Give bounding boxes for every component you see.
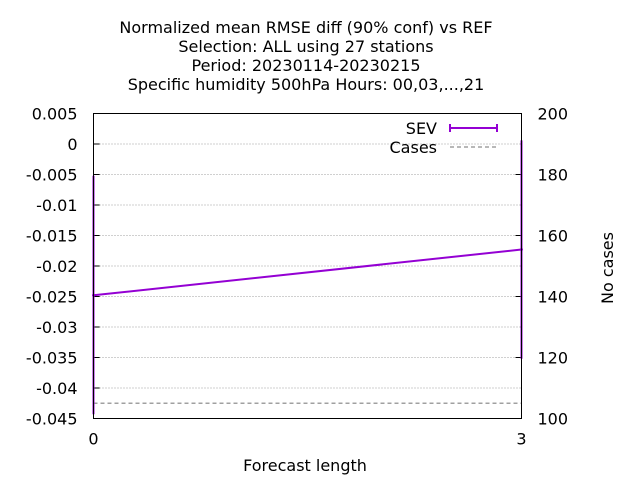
y-axis-ticks: 0.005 0 -0.005 -0.01 -0.015 -0.02 -0.025 -0.03 -…: [26, 105, 100, 429]
y-tick-label: -0.035: [26, 349, 78, 368]
title-line-4: Specific humidity 500hPa Hours: 00,03,..…: [128, 75, 485, 94]
plot-frame: [93, 113, 522, 419]
y-tick-label: 0.005: [32, 105, 78, 124]
sev-line: [93, 248, 522, 297]
y2-tick-label: 160: [538, 227, 569, 246]
y-tick-label: -0.005: [26, 166, 78, 185]
grid: [93, 143, 522, 389]
title-line-1: Normalized mean RMSE diff (90% conf) vs …: [119, 18, 492, 37]
legend-sample-sev: [449, 124, 498, 132]
chart-title: Normalized mean RMSE diff (90% conf) vs …: [119, 18, 492, 94]
y2-tick-label: 100: [538, 410, 569, 429]
y2-axis-label: No cases: [598, 232, 617, 304]
y-tick-label: -0.03: [36, 318, 77, 337]
title-line-2: Selection: ALL using 27 stations: [178, 37, 433, 56]
y2-tick-label: 200: [538, 105, 569, 124]
y-tick-label: -0.025: [26, 288, 78, 307]
y-tick-label: 0: [67, 135, 77, 154]
y2-axis-ticks: 200 180 160 140 120 100: [515, 105, 569, 429]
legend-label-sev: SEV: [406, 119, 437, 138]
y2-tick-label: 140: [538, 288, 569, 307]
x-tick-label: 3: [516, 430, 526, 449]
y2-tick-label: 180: [538, 166, 569, 185]
title-line-3: Period: 20230114-20230215: [191, 56, 420, 75]
y-tick-label: -0.015: [26, 227, 78, 246]
x-tick-label: 0: [88, 430, 98, 449]
y-tick-label: -0.02: [36, 257, 77, 276]
y-tick-label: -0.04: [36, 379, 77, 398]
y-tick-label: -0.01: [36, 196, 77, 215]
legend: SEV Cases: [390, 119, 498, 157]
y2-tick-label: 120: [538, 349, 569, 368]
legend-label-cases: Cases: [390, 138, 438, 157]
y-tick-label: -0.045: [26, 410, 78, 429]
x-axis-label: Forecast length: [243, 456, 367, 475]
series-sev: [92, 140, 523, 415]
